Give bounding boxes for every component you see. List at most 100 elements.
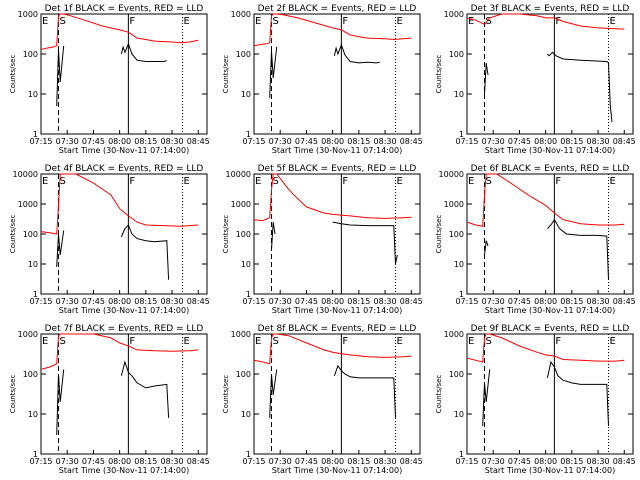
x-tick-label: 07:30 [269,457,292,466]
x-tick-label: 07:15 [242,457,265,466]
chart-title: Det 1f BLACK = Events, RED = LLD [45,4,204,14]
y-tick-label: 10000 [13,170,38,179]
y-tick-label: 10 [454,90,464,99]
x-tick-label: 08:45 [613,457,636,466]
y-tick-label: 1 [246,290,251,299]
x-tick-label: 08:45 [187,137,210,146]
x-tick-label: 08:45 [187,457,210,466]
y-tick-label: 10 [241,410,251,419]
y-tick-label: 1 [33,130,38,139]
x-tick-label: 08:00 [534,457,557,466]
x-tick-label: 08:00 [108,457,131,466]
x-tick-label: 07:45 [295,457,318,466]
x-tick-label: 07:45 [508,297,531,306]
event-marker-label: S [272,16,278,27]
y-tick-label: 1 [459,290,464,299]
x-axis-label: Start Time (30-Nov-11 07:14:00) [59,146,189,155]
chart-title: Det 8f BLACK = Events, RED = LLD [258,324,417,334]
x-tick-label: 08:30 [587,297,610,306]
event-marker-label: F [555,176,561,187]
y-tick-label: 1 [246,450,251,459]
y-tick-label: 100 [449,50,464,59]
x-tick-label: 08:15 [347,137,370,146]
x-tick-label: 08:15 [560,297,583,306]
event-marker-label: E [42,16,48,27]
event-marker-label: F [555,336,561,347]
x-tick-label: 08:15 [134,137,157,146]
chart-panel: Det 2f BLACK = Events, RED = LLD 1 10 100 10… [222,4,423,155]
x-tick-label: 08:30 [161,297,184,306]
chart-title: Det 5f BLACK = Events, RED = LLD [258,164,417,174]
event-marker-label: S [272,336,278,347]
events-series-line [484,218,609,280]
chart-title: Det 3f BLACK = Events, RED = LLD [471,4,630,14]
x-tick-label: 07:15 [455,457,478,466]
y-tick-label: 10 [28,260,38,269]
event-marker-label: S [485,16,491,27]
x-tick-label: 07:15 [242,297,265,306]
y-tick-label: 1000 [444,330,464,339]
lld-series-line [466,173,625,227]
x-tick-label: 08:15 [134,297,157,306]
event-marker-label: F [129,176,135,187]
x-axis-label: Start Time (30-Nov-11 07:14:00) [485,306,615,315]
event-marker-label: E [397,16,403,27]
event-marker-label: E [397,176,403,187]
events-series-line [482,360,609,427]
event-marker-label: E [397,336,403,347]
y-tick-label: 1 [33,290,38,299]
x-tick-label: 08:45 [613,137,636,146]
x-tick-label: 08:45 [400,457,423,466]
x-tick-label: 08:15 [347,297,370,306]
event-marker-label: F [555,16,561,27]
x-tick-label: 08:15 [347,457,370,466]
x-tick-label: 07:45 [295,137,318,146]
x-tick-label: 08:45 [400,137,423,146]
y-tick-label: 100 [449,230,464,239]
y-tick-label: 10 [241,260,251,269]
x-tick-label: 07:15 [242,137,265,146]
event-marker-label: E [184,16,190,27]
y-tick-label: 100 [23,230,38,239]
x-tick-label: 07:30 [482,457,505,466]
event-marker-label: E [255,336,261,347]
y-tick-label: 100 [236,50,251,59]
event-marker-label: E [255,16,261,27]
x-tick-label: 07:45 [82,297,105,306]
x-tick-label: 08:30 [587,457,610,466]
x-tick-label: 07:30 [269,137,292,146]
x-tick-label: 07:30 [269,297,292,306]
x-tick-label: 08:00 [108,137,131,146]
x-tick-label: 08:45 [187,297,210,306]
x-tick-label: 07:30 [56,457,79,466]
chart-title: Det 9f BLACK = Events, RED = LLD [471,324,630,334]
x-axis-label: Start Time (30-Nov-11 07:14:00) [485,466,615,475]
event-marker-label: S [59,176,65,187]
event-marker-label: S [485,336,491,347]
event-marker-label: E [255,176,261,187]
event-marker-label: S [59,16,65,27]
y-axis-label: Counts/sec [435,215,443,254]
event-marker-label: E [610,176,616,187]
event-marker-label: S [485,176,491,187]
y-axis-label: Counts/sec [435,375,443,414]
y-tick-label: 10 [28,90,38,99]
x-tick-label: 08:45 [400,297,423,306]
x-tick-label: 08:00 [534,137,557,146]
y-axis-label: Counts/sec [222,55,230,94]
event-marker-label: F [129,336,135,347]
event-marker-label: E [468,176,474,187]
y-tick-label: 10 [241,90,251,99]
x-tick-label: 07:15 [455,137,478,146]
chart-panel: Det 1f BLACK = Events, RED = LLD 1 10 100 10… [9,4,210,155]
lld-series-line [253,13,412,47]
y-tick-label: 1000 [231,10,251,19]
x-tick-label: 08:30 [161,137,184,146]
chart-panel: Det 3f BLACK = Events, RED = LLD 1 10 100 10… [435,4,636,155]
y-tick-label: 100 [23,50,38,59]
x-tick-label: 08:30 [374,137,397,146]
chart-panel: Det 4f BLACK = Events, RED = LLD 1 10 100 10… [9,164,210,315]
lld-series-line [40,333,199,370]
event-marker-label: E [184,176,190,187]
